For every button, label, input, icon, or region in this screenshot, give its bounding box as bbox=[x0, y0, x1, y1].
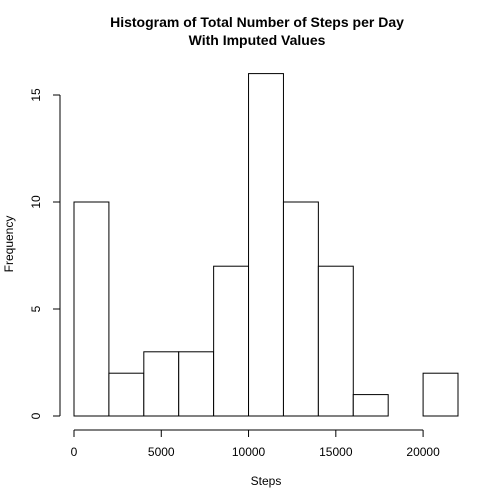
x-tick-label: 0 bbox=[71, 445, 78, 459]
y-axis-label: Frequency bbox=[2, 216, 16, 273]
x-tick-label: 20000 bbox=[406, 445, 440, 459]
x-tick-label: 5000 bbox=[148, 445, 175, 459]
histogram-bar-6 bbox=[282, 201, 319, 417]
x-axis-label: Steps bbox=[251, 474, 282, 488]
bars-group bbox=[73, 73, 459, 417]
histogram-bar-3 bbox=[178, 351, 215, 417]
histogram-bar-1 bbox=[108, 372, 145, 417]
histogram-bar-8 bbox=[352, 394, 389, 417]
y-tick-label: 15 bbox=[29, 88, 43, 102]
x-tick-label: 10000 bbox=[232, 445, 266, 459]
chart-title-line1: Histogram of Total Number of Steps per D… bbox=[110, 14, 404, 30]
histogram-bar-4 bbox=[213, 265, 250, 417]
histogram-bar-2 bbox=[143, 351, 180, 417]
histogram-bar-0 bbox=[73, 201, 110, 417]
histogram-bar-5 bbox=[248, 73, 284, 417]
chart-title-line2: With Imputed Values bbox=[189, 32, 326, 48]
y-tick-label: 10 bbox=[29, 195, 43, 209]
y-tick-label: 5 bbox=[29, 305, 43, 312]
histogram-bar-10 bbox=[422, 372, 459, 417]
x-axis: 0 5000 10000 15000 20000 bbox=[71, 429, 440, 459]
x-tick-label: 15000 bbox=[319, 445, 353, 459]
histogram-bar-7 bbox=[317, 265, 354, 417]
y-axis: 0 5 10 15 bbox=[29, 88, 61, 419]
y-tick-label: 0 bbox=[29, 412, 43, 419]
